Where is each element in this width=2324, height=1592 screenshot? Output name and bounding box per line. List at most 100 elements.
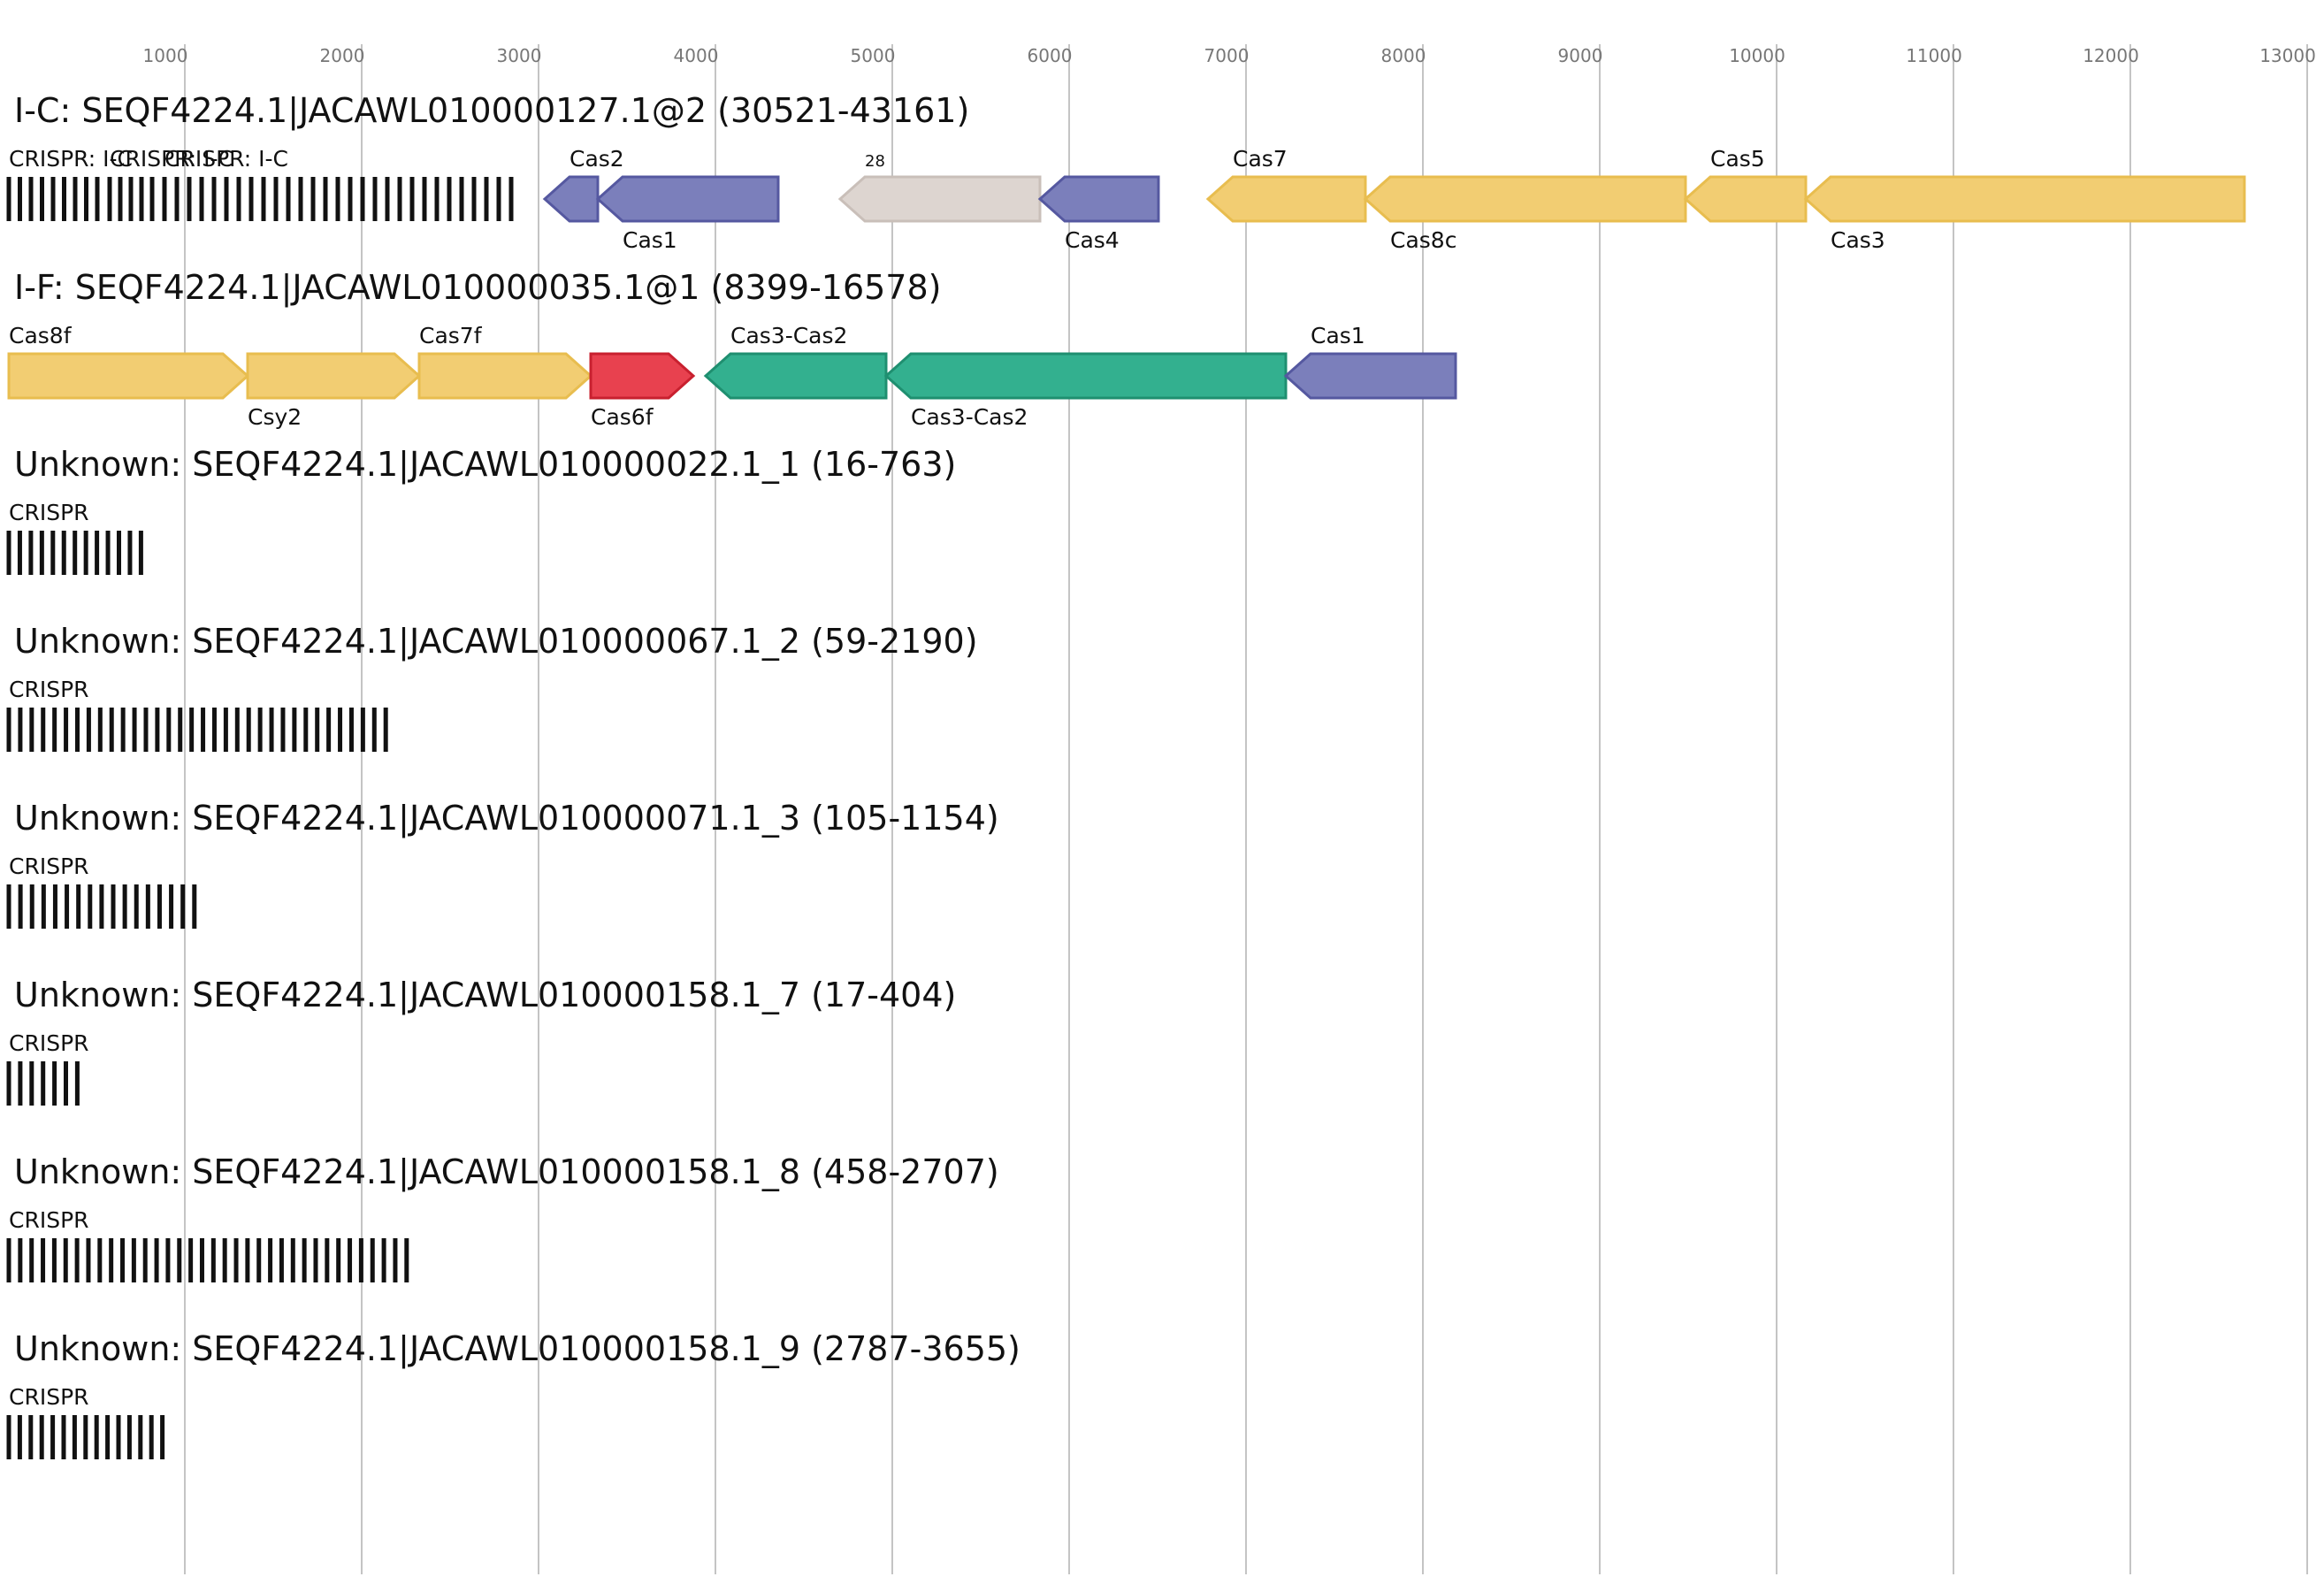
crispr-repeat <box>286 177 291 221</box>
crispr-repeat <box>116 1415 121 1459</box>
crispr-repeat <box>165 1238 171 1282</box>
gene-arrow <box>883 352 1288 400</box>
locus-row: I-F: SEQF4224.1|JACAWL010000035.1@1 (839… <box>7 268 1457 430</box>
crispr-repeat <box>326 708 332 752</box>
tick-label: 7000 <box>1204 45 1250 66</box>
crispr-repeat <box>17 1415 22 1459</box>
crispr-label: CRISPR <box>9 1207 89 1233</box>
crispr-repeat <box>447 177 452 221</box>
crispr-repeat <box>111 884 116 929</box>
crispr-repeat <box>120 1238 126 1282</box>
crispr-repeat <box>434 177 440 221</box>
gene-label: Cas5 <box>1710 146 1765 172</box>
crispr-repeat <box>383 708 388 752</box>
crispr-repeat <box>393 1238 398 1282</box>
gene-arrow <box>1803 175 2246 223</box>
crispr-repeat <box>143 708 149 752</box>
crispr-repeat <box>360 708 365 752</box>
gene-label: 28 <box>865 152 885 171</box>
crispr-repeat <box>370 1238 375 1282</box>
gene-arrow <box>589 352 696 400</box>
tick-label: 6000 <box>1028 45 1073 66</box>
crispr-repeat <box>174 177 180 221</box>
crispr-repeat <box>268 1238 273 1282</box>
crispr-repeat <box>178 708 183 752</box>
crispr-repeat <box>84 177 88 221</box>
crispr-repeat <box>348 177 353 221</box>
gene-arrow <box>703 352 888 400</box>
crispr-repeat <box>310 177 316 221</box>
crispr-repeat <box>245 1238 250 1282</box>
crispr-repeat <box>273 177 279 221</box>
locus-title: Unknown: SEQF4224.1|JACAWL010000022.1_1 … <box>14 445 956 485</box>
crispr-repeat <box>64 708 69 752</box>
crispr-repeat <box>169 884 174 929</box>
crispr-repeat <box>233 1238 239 1282</box>
crispr-repeat <box>39 531 44 575</box>
crispr-repeat <box>109 708 114 752</box>
crispr-repeat <box>303 708 309 752</box>
crispr-repeat <box>138 1415 143 1459</box>
crispr-repeat <box>188 1238 194 1282</box>
crispr-repeat <box>99 884 104 929</box>
crispr-repeat <box>177 1238 182 1282</box>
gene-label: Cas3 <box>1831 227 1885 253</box>
crispr-repeat <box>160 1415 165 1459</box>
crispr-repeat <box>41 884 46 929</box>
crispr-repeat <box>223 708 228 752</box>
crispr-repeat <box>97 708 103 752</box>
crispr-repeat <box>157 884 162 929</box>
crispr-repeat <box>28 531 34 575</box>
crispr-repeat <box>6 884 11 929</box>
locus-title: Unknown: SEQF4224.1|JACAWL010000071.1_3 … <box>14 799 999 838</box>
crispr-repeat <box>50 531 56 575</box>
crispr-repeat <box>88 884 93 929</box>
gene-label: Cas1 <box>623 227 677 253</box>
gene-arrow <box>246 352 422 400</box>
crispr-label: CRISPR: I-C <box>164 146 288 172</box>
crispr-repeat <box>6 531 11 575</box>
crispr-repeat <box>142 1238 148 1282</box>
crispr-repeat <box>97 1238 103 1282</box>
tick-label: 2000 <box>320 45 365 66</box>
crispr-repeat <box>39 1415 44 1459</box>
tick-label: 5000 <box>851 45 896 66</box>
gene-arrow <box>1363 175 1687 223</box>
crispr-repeat <box>128 177 134 221</box>
crispr-repeat <box>313 1238 318 1282</box>
crispr-repeat <box>279 1238 284 1282</box>
crispr-repeat <box>302 1238 307 1282</box>
crispr-repeat <box>348 708 354 752</box>
crispr-repeat <box>107 177 112 221</box>
crispr-repeat <box>50 177 56 221</box>
crispr-repeat <box>154 1238 159 1282</box>
crispr-label: CRISPR <box>9 500 89 525</box>
gene-label: Cas7f <box>419 323 483 348</box>
crispr-repeat <box>105 531 111 575</box>
locus-title: Unknown: SEQF4224.1|JACAWL010000158.1_9 … <box>14 1329 1021 1369</box>
crispr-repeat <box>132 708 137 752</box>
crispr-repeat <box>6 1238 11 1282</box>
crispr-repeat <box>18 708 23 752</box>
crispr-repeat <box>41 1061 46 1106</box>
crispr-repeat <box>292 708 297 752</box>
crispr-repeat <box>222 1238 227 1282</box>
crispr-repeat <box>6 1415 11 1459</box>
crispr-repeat <box>187 177 192 221</box>
crispr-repeat <box>358 1238 363 1282</box>
tick-label: 12000 <box>2083 45 2139 66</box>
crispr-repeat <box>126 1415 132 1459</box>
crispr-repeat <box>62 177 66 221</box>
crispr-label: CRISPR: I-C <box>110 146 233 172</box>
crispr-repeat <box>95 531 100 575</box>
crispr-repeat <box>201 708 206 752</box>
crispr-repeat <box>189 708 195 752</box>
crispr-repeat <box>360 177 365 221</box>
crispr-repeat <box>29 708 34 752</box>
crispr-repeat <box>336 1238 341 1282</box>
crispr-repeat <box>64 1061 68 1106</box>
crispr-repeat <box>338 708 343 752</box>
crispr-repeat <box>29 1061 34 1106</box>
crispr-repeat <box>335 177 340 221</box>
crispr-repeat <box>61 531 66 575</box>
